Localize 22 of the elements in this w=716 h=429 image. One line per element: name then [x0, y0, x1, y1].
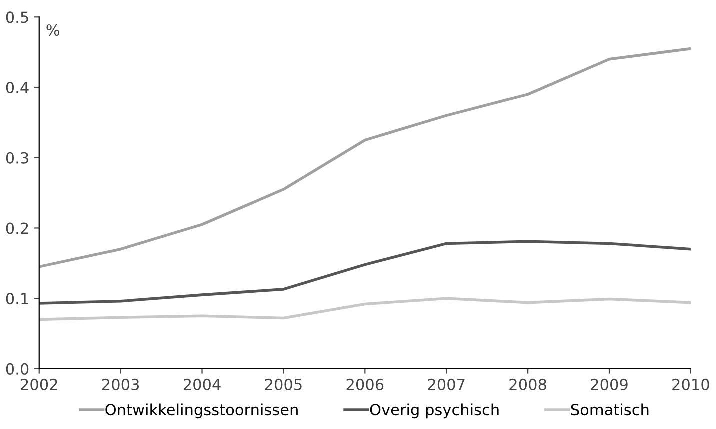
line-series: [39, 47, 691, 268]
line-series: [39, 297, 691, 322]
y-tick-label: 0.5: [6, 12, 28, 24]
legend-label: Somatisch: [571, 404, 649, 416]
x-tick-label: 2002: [21, 378, 58, 390]
x-tick-label: 2006: [346, 378, 384, 390]
x-tick-label: 2004: [184, 378, 221, 390]
x-tick-label: 2007: [428, 378, 465, 390]
x-tick-label: 2008: [510, 378, 546, 390]
y-axis-title: %: [46, 24, 60, 36]
y-tick-label: 0.3: [6, 152, 28, 164]
legend-label: Ontwikkelingsstoornissen: [106, 404, 298, 419]
x-tick-label: 2005: [265, 378, 302, 390]
x-tick-label: 2003: [102, 378, 140, 390]
x-tick-label: 2009: [591, 378, 628, 390]
legend-label: Overig psychisch: [370, 404, 499, 419]
line-series: [39, 240, 691, 305]
y-tick-label: 0.1: [6, 293, 28, 305]
x-tick-label: 2010: [672, 378, 710, 390]
y-tick-label: 0.4: [6, 82, 29, 94]
y-tick-label: 0.0: [6, 363, 29, 375]
y-tick-label: 0.2: [6, 222, 28, 234]
